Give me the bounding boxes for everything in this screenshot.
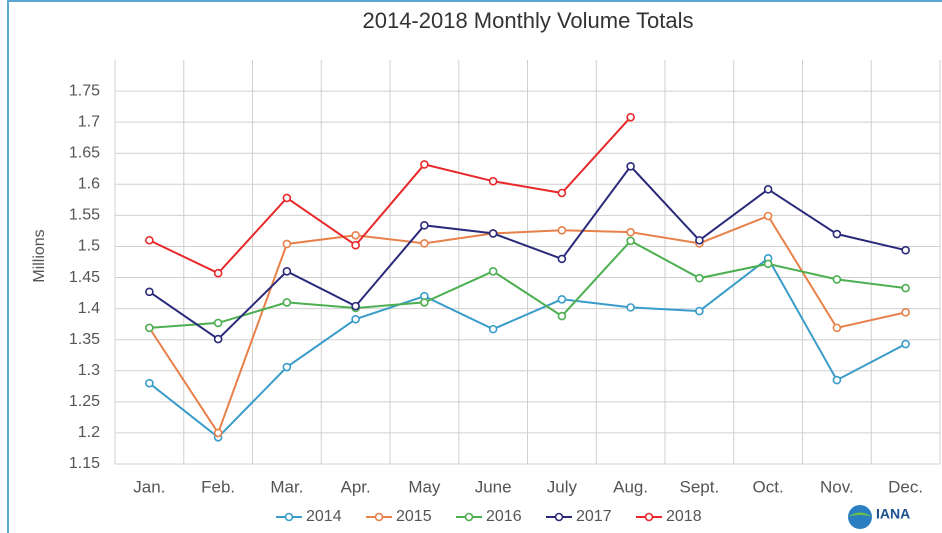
data-point [351,301,360,311]
logo-text: IANA [876,506,910,522]
legend-marker [374,512,384,522]
data-point [901,308,910,317]
y-tick-label: 1.75 [69,82,100,99]
x-tick-label: Nov. [820,477,854,496]
x-tick-label: Aug. [613,477,648,496]
legend-label: 2017 [576,508,612,525]
y-tick-label: 1.55 [69,207,100,224]
data-point [145,235,154,245]
legend-marker [464,512,474,522]
x-tick-label: Oct. [753,477,784,496]
x-tick-label: June [475,477,512,496]
series-line [148,164,906,341]
data-point [488,229,498,238]
y-tick-label: 1.25 [69,393,100,410]
data-point [488,324,498,334]
y-tick-label: 1.7 [78,113,100,130]
data-point [351,314,360,324]
legend-label: 2018 [666,508,702,525]
data-point [282,362,292,372]
data-point [351,230,360,240]
y-tick-label: 1.5 [78,238,100,255]
data-point [282,267,292,276]
data-point [282,298,292,307]
y-tick-label: 1.2 [78,424,100,441]
y-tick-label: 1.15 [69,455,100,472]
series-line [148,116,632,275]
y-tick-label: 1.4 [78,300,100,317]
data-point [213,334,223,344]
data-point [901,339,910,349]
data-point [763,184,773,194]
data-point [626,236,635,246]
y-axis-label: Millions [31,229,48,282]
data-point [145,287,154,297]
x-tick-label: Dec. [888,477,923,496]
series-line [148,256,907,439]
data-point [420,221,429,230]
frame [7,0,942,533]
legend-marker [284,512,294,522]
x-tick-label: Sept. [680,477,720,496]
data-point [832,323,842,333]
data-point [695,306,704,316]
data-point [832,275,842,284]
data-point [626,112,635,122]
data-point [557,254,567,264]
x-tick-label: Mar. [270,477,303,496]
data-point [626,227,635,237]
chart-title: 2014-2018 Monthly Volume Totals [362,8,693,33]
x-tick-label: Feb. [201,477,235,496]
x-tick-label: Apr. [341,477,371,496]
data-point [351,240,360,250]
data-point [213,428,223,438]
legend-label: 2016 [486,508,522,525]
data-point [695,235,704,245]
y-tick-label: 1.45 [69,269,100,286]
legend-label: 2015 [396,508,432,525]
data-point [488,176,498,186]
data-point [901,245,910,255]
data-point [832,375,842,385]
data-point [488,267,498,276]
data-point [557,294,567,304]
data-point [145,323,154,333]
x-tick-label: May [408,477,441,496]
y-tick-label: 1.6 [78,176,100,193]
y-tick-label: 1.35 [69,331,100,348]
data-point [901,283,910,293]
data-point [557,226,567,235]
data-point [420,298,429,307]
data-point [420,160,429,169]
data-point [282,239,292,249]
legend-marker [644,512,654,522]
legend-label: 2014 [306,508,342,525]
series-line [149,239,906,329]
data-point [832,229,842,239]
data-point [213,318,223,328]
legend-marker [554,512,564,522]
data-point [145,378,154,388]
x-tick-label: July [547,477,578,496]
data-point [763,259,773,269]
data-point [213,268,223,278]
y-tick-label: 1.65 [69,144,100,161]
data-point [557,188,567,198]
series-line [148,214,906,436]
data-point [282,193,292,203]
data-point [763,211,773,221]
data-point [626,161,635,171]
data-point [695,273,704,283]
data-point [626,303,635,312]
data-point [420,239,429,248]
logo: IANA [848,505,910,529]
x-tick-label: Jan. [133,477,165,496]
data-point [557,311,567,321]
y-tick-label: 1.3 [78,362,100,379]
